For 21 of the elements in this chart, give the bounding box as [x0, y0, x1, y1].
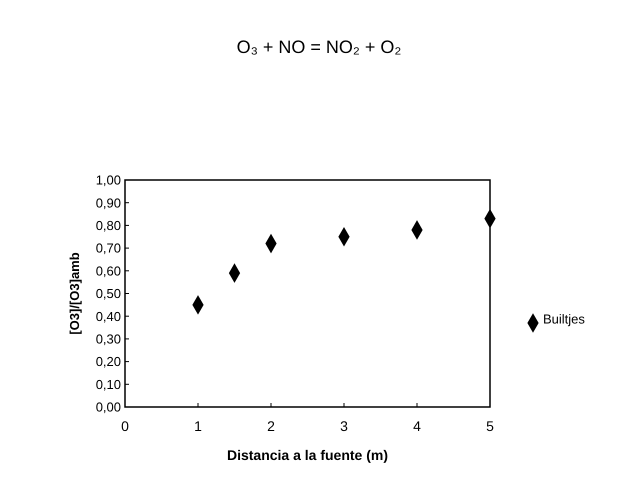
x-tick-label: 3 [340, 418, 348, 434]
y-tick-label: 0,00 [96, 400, 121, 415]
y-tick-label: 0,60 [96, 263, 121, 278]
x-tick-label: 5 [486, 418, 494, 434]
y-tick-label: 0,90 [96, 195, 121, 210]
x-axis-title: Distancia a la fuente (m) [226, 447, 388, 463]
y-tick-label: 0,80 [96, 218, 121, 233]
y-tick-label: 0,10 [96, 376, 121, 392]
chart-title: O₃ + NO = NO₂ + O₂ [236, 37, 402, 57]
x-tick-label: 4 [413, 418, 422, 434]
y-tick-label: 0,30 [96, 331, 121, 346]
y-tick-label: 0,20 [96, 354, 121, 370]
y-tick-label: 0,70 [96, 240, 121, 256]
legend-label: Builtjes [543, 312, 586, 327]
y-tick-label: 0,40 [96, 308, 121, 324]
y-axis-title: [O3]/[O3]amb [67, 252, 82, 335]
x-tick-label: 1 [194, 418, 202, 434]
y-tick-label: 1,00 [96, 172, 121, 188]
x-tick-label: 0 [121, 418, 130, 434]
x-tick-label: 2 [267, 418, 276, 434]
y-tick-label: 0,50 [96, 286, 121, 302]
